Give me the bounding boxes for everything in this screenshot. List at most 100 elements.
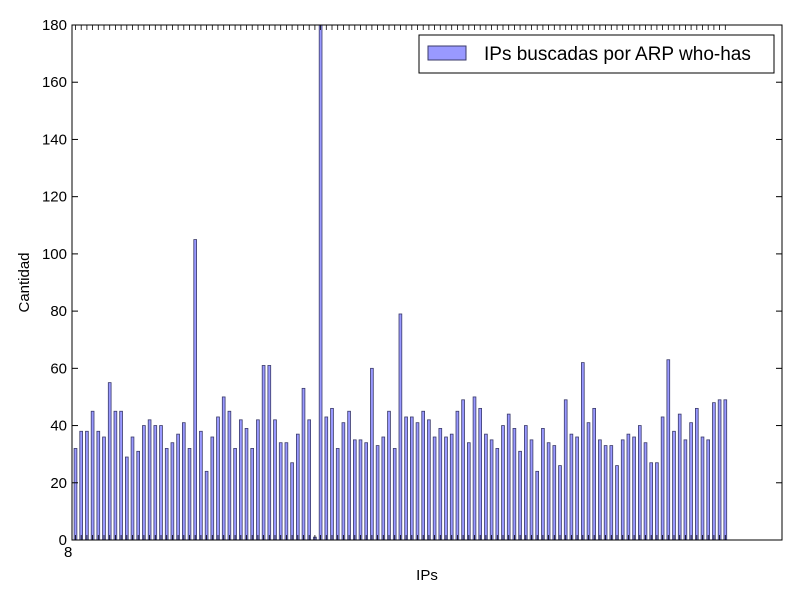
bar <box>666 359 671 541</box>
bar <box>347 410 351 541</box>
bar <box>427 419 431 541</box>
y-tick-label: 180 <box>42 17 67 34</box>
bar <box>136 450 141 541</box>
bar <box>113 410 118 541</box>
bar <box>672 430 676 541</box>
y-tick-label: 0 <box>59 532 67 549</box>
bar <box>284 442 289 541</box>
bar <box>677 413 682 541</box>
y-tick-label: 60 <box>50 360 67 377</box>
bar <box>449 433 454 541</box>
y-tick-label: 40 <box>50 418 67 435</box>
y-tick-label: 100 <box>42 246 67 263</box>
bar <box>153 425 158 541</box>
bar <box>563 399 568 541</box>
bar <box>102 436 106 541</box>
bar <box>204 470 209 541</box>
bar <box>387 410 391 541</box>
bar <box>421 410 425 541</box>
legend-swatch <box>427 45 467 61</box>
bar <box>290 462 294 541</box>
bar <box>546 442 551 541</box>
y-tick-label: 80 <box>50 303 67 320</box>
bar <box>341 422 346 541</box>
bar <box>489 439 494 541</box>
bar <box>164 448 169 541</box>
bar <box>717 399 722 541</box>
bar <box>278 442 283 541</box>
legend-box <box>418 34 775 74</box>
bar <box>261 365 266 541</box>
bar <box>227 410 232 541</box>
bar <box>695 407 699 541</box>
bar <box>73 448 78 541</box>
bar <box>409 416 414 541</box>
x-tick-marks <box>75 25 726 540</box>
legend: IPs buscadas por ARP who-has <box>418 34 775 74</box>
bar-series <box>73 24 728 541</box>
bar <box>655 462 659 541</box>
bar <box>518 450 522 541</box>
bar <box>495 448 500 541</box>
bar <box>170 442 175 541</box>
bar <box>689 422 693 541</box>
bar <box>581 362 585 541</box>
bar <box>233 448 237 541</box>
bar <box>181 422 186 541</box>
bar <box>620 439 625 541</box>
bar <box>295 433 300 541</box>
bar <box>221 396 226 541</box>
bar <box>90 410 95 541</box>
x-tick-label: 8 <box>64 544 72 561</box>
y-axis-title: Cantidad <box>16 252 33 312</box>
bar <box>79 430 84 541</box>
bar <box>107 382 112 541</box>
bar <box>119 410 123 541</box>
plot-frame <box>71 24 783 541</box>
y-tick-label: 160 <box>42 74 67 91</box>
bar <box>603 445 608 541</box>
bar <box>142 425 146 541</box>
bar <box>466 442 471 541</box>
bar <box>472 396 477 541</box>
bar <box>660 416 665 541</box>
bar <box>273 419 277 541</box>
bar <box>455 410 460 541</box>
bar <box>649 462 653 541</box>
bar <box>210 436 215 541</box>
bar <box>529 439 534 541</box>
bar <box>301 387 306 541</box>
bar <box>147 419 152 541</box>
bar <box>512 428 517 541</box>
bar <box>461 399 465 541</box>
bar <box>256 419 260 541</box>
bar <box>375 445 380 541</box>
bar <box>626 433 631 541</box>
bar <box>706 439 710 541</box>
x-axis-title: IPs <box>416 567 438 584</box>
bar <box>392 448 397 541</box>
bar <box>598 439 602 541</box>
bar <box>552 445 557 541</box>
y-tick-label: 120 <box>42 189 67 206</box>
bar <box>330 407 334 541</box>
bar <box>632 436 636 541</box>
bar <box>130 436 135 541</box>
bar <box>484 433 488 541</box>
bar <box>381 436 386 541</box>
bar <box>575 436 579 541</box>
bar <box>609 445 614 541</box>
bar <box>683 439 688 541</box>
bar <box>324 416 329 541</box>
bar <box>569 433 574 541</box>
bar <box>638 425 642 541</box>
bar <box>723 399 728 541</box>
bar <box>404 416 408 541</box>
bar <box>592 407 596 541</box>
bar <box>199 430 203 541</box>
bar <box>643 442 648 541</box>
bar <box>432 436 437 541</box>
bar <box>558 465 562 541</box>
y-axis-ticks: 0 20 40 60 80 100 120 140 160 180 <box>42 17 782 549</box>
